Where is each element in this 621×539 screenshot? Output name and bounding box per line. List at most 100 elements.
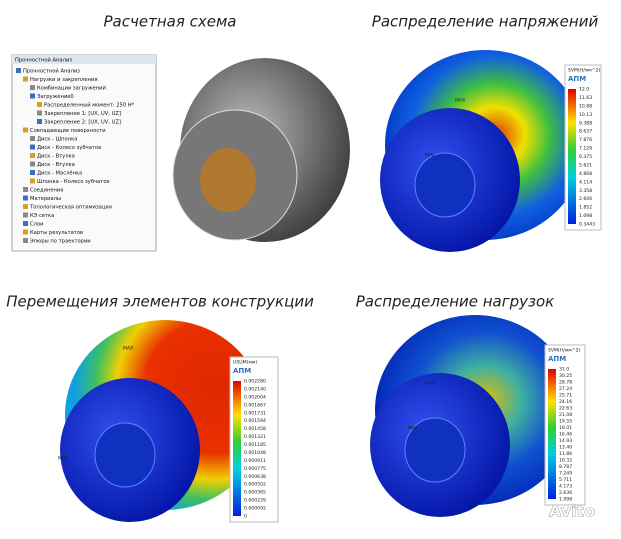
result-bore <box>404 417 466 483</box>
tree-icon <box>30 144 35 150</box>
watermark: Avito <box>549 502 595 521</box>
legend-value: 8.787 <box>559 464 572 470</box>
tree-icon <box>23 204 28 209</box>
legend-value: 0.001321 <box>244 434 266 440</box>
legend-value: 11.86 <box>559 451 572 457</box>
legend-value: 13.40 <box>559 445 572 451</box>
legend-value: 0.000911 <box>244 458 266 464</box>
tree-item: Нагрузки и закрепления <box>30 77 97 83</box>
tree-icon <box>37 110 42 116</box>
legend-value: 0.002004 <box>244 394 266 400</box>
max-label: MAX <box>123 346 133 352</box>
content: Расчетная схема Распределение напряжений П… <box>6 13 602 523</box>
legend-value: 0.000365 <box>244 490 266 496</box>
panel-title: Расчетная схема <box>104 13 237 31</box>
legend-value: 14.93 <box>559 438 572 444</box>
legend-value: 4.114 <box>579 179 592 185</box>
tree-icon <box>30 136 35 141</box>
legend-value: 31.0 <box>559 367 569 373</box>
tree-item: Диск - Шпонка <box>37 137 77 143</box>
legend-value: 0.000229 <box>244 498 266 504</box>
result-bore <box>414 152 476 218</box>
tree-icon <box>23 76 28 82</box>
legend-value: 11.63 <box>579 95 592 101</box>
tree-icon <box>23 212 28 218</box>
tree-item: Прочностной Анализ <box>23 68 80 75</box>
tree-icon <box>30 161 35 167</box>
tree-item: Диск - Втулка <box>37 162 75 168</box>
tree-icon <box>23 229 28 235</box>
legend-value: 28.78 <box>559 380 572 386</box>
legend-value: 0.001458 <box>244 426 266 432</box>
tree-item: Распределенный момент: 250 Н* <box>44 102 135 109</box>
tree-icon <box>23 221 28 226</box>
legend-value: 4.173 <box>559 484 572 490</box>
tree-icon <box>30 85 35 90</box>
legend-value: 0.001185 <box>244 442 266 448</box>
legend-value: 10.32 <box>559 458 572 464</box>
legend-caption: USUM(мм) <box>233 360 257 366</box>
legend-value: 0.3443 <box>579 222 595 228</box>
legend-brand: АПМ <box>233 367 251 375</box>
tree-window <box>11 54 157 252</box>
color-scale <box>548 369 556 499</box>
legend-caption: SVM(Н/мм^2) <box>548 348 581 354</box>
tree-icon <box>37 119 42 124</box>
tree-icon <box>37 102 42 107</box>
model-bore <box>200 148 256 212</box>
legend-value: 6.375 <box>579 154 592 160</box>
legend-value: 19.55 <box>559 419 572 425</box>
legend-value: 7.129 <box>579 146 592 152</box>
panel-title: Перемещения элементов конструкции <box>6 293 314 311</box>
tree-window-title: Прочностной Анализ <box>15 57 72 64</box>
legend-value: 1.098 <box>579 213 592 219</box>
legend-value: 8.637 <box>579 129 592 135</box>
legend-value: 30.25 <box>559 373 572 379</box>
legend-value: 24.16 <box>559 399 572 405</box>
tree-item: Диск - Колесо зубчатое <box>37 145 101 151</box>
color-scale <box>568 89 576 224</box>
legend-value: 0.001594 <box>244 418 266 424</box>
tree-icon <box>23 195 28 201</box>
legend-value: 5.621 <box>579 162 592 168</box>
panel-title: Распределение нагрузок <box>356 293 555 311</box>
legend-value: 10.88 <box>579 103 592 109</box>
tree-item: Загружение0 <box>37 94 74 100</box>
legend-value: 22.63 <box>559 406 572 412</box>
max-label: MAX <box>425 381 435 387</box>
legend-value: 3.358 <box>579 188 592 194</box>
tree-item: Топологическая оптимизация <box>29 205 112 211</box>
legend-value: 0.001867 <box>244 402 266 408</box>
legend-value: 7.249 <box>559 471 572 477</box>
tree-icon <box>23 127 28 133</box>
legend-value: 12.0 <box>579 87 589 93</box>
legend-value: 0.001048 <box>244 450 266 456</box>
tree-item: Закрепление 2: [UX, UV, UZ] <box>44 120 121 126</box>
panel-title: Распределение напряжений <box>372 13 599 31</box>
max-label: MAX <box>455 98 465 104</box>
legend-value: 10.13 <box>579 112 592 118</box>
legend-value: 0.000775 <box>244 466 266 472</box>
tree-icon <box>30 178 35 184</box>
legend-value: 1.852 <box>579 205 592 211</box>
tree-item: Соединения <box>30 188 63 194</box>
min-label: MIN <box>58 456 67 462</box>
legend-value: 1.098 <box>559 497 572 503</box>
tree-icon <box>23 187 28 192</box>
legend-brand: АПМ <box>568 75 586 83</box>
legend-value: 0.001731 <box>244 410 266 416</box>
min-label: MIN <box>425 153 434 159</box>
legend-value: 0.000502 <box>244 482 266 488</box>
tree-item: Закрепление 1: [UX, UV, UZ] <box>44 111 121 117</box>
tree-item: Слои <box>30 222 43 228</box>
color-scale <box>233 381 241 516</box>
tree-item: Карты результатов <box>30 230 83 236</box>
result-bore <box>94 422 156 488</box>
tree-item: Диск - Втулка <box>37 154 75 160</box>
legend-value: 7.876 <box>579 137 592 143</box>
legend-value: 5.711 <box>559 477 572 483</box>
tree-item: Комбинации загружений <box>37 85 106 92</box>
tree-item: Диск - Маслёнка <box>37 171 82 177</box>
tree-icon <box>30 93 35 99</box>
min-label: MIN <box>408 426 417 432</box>
